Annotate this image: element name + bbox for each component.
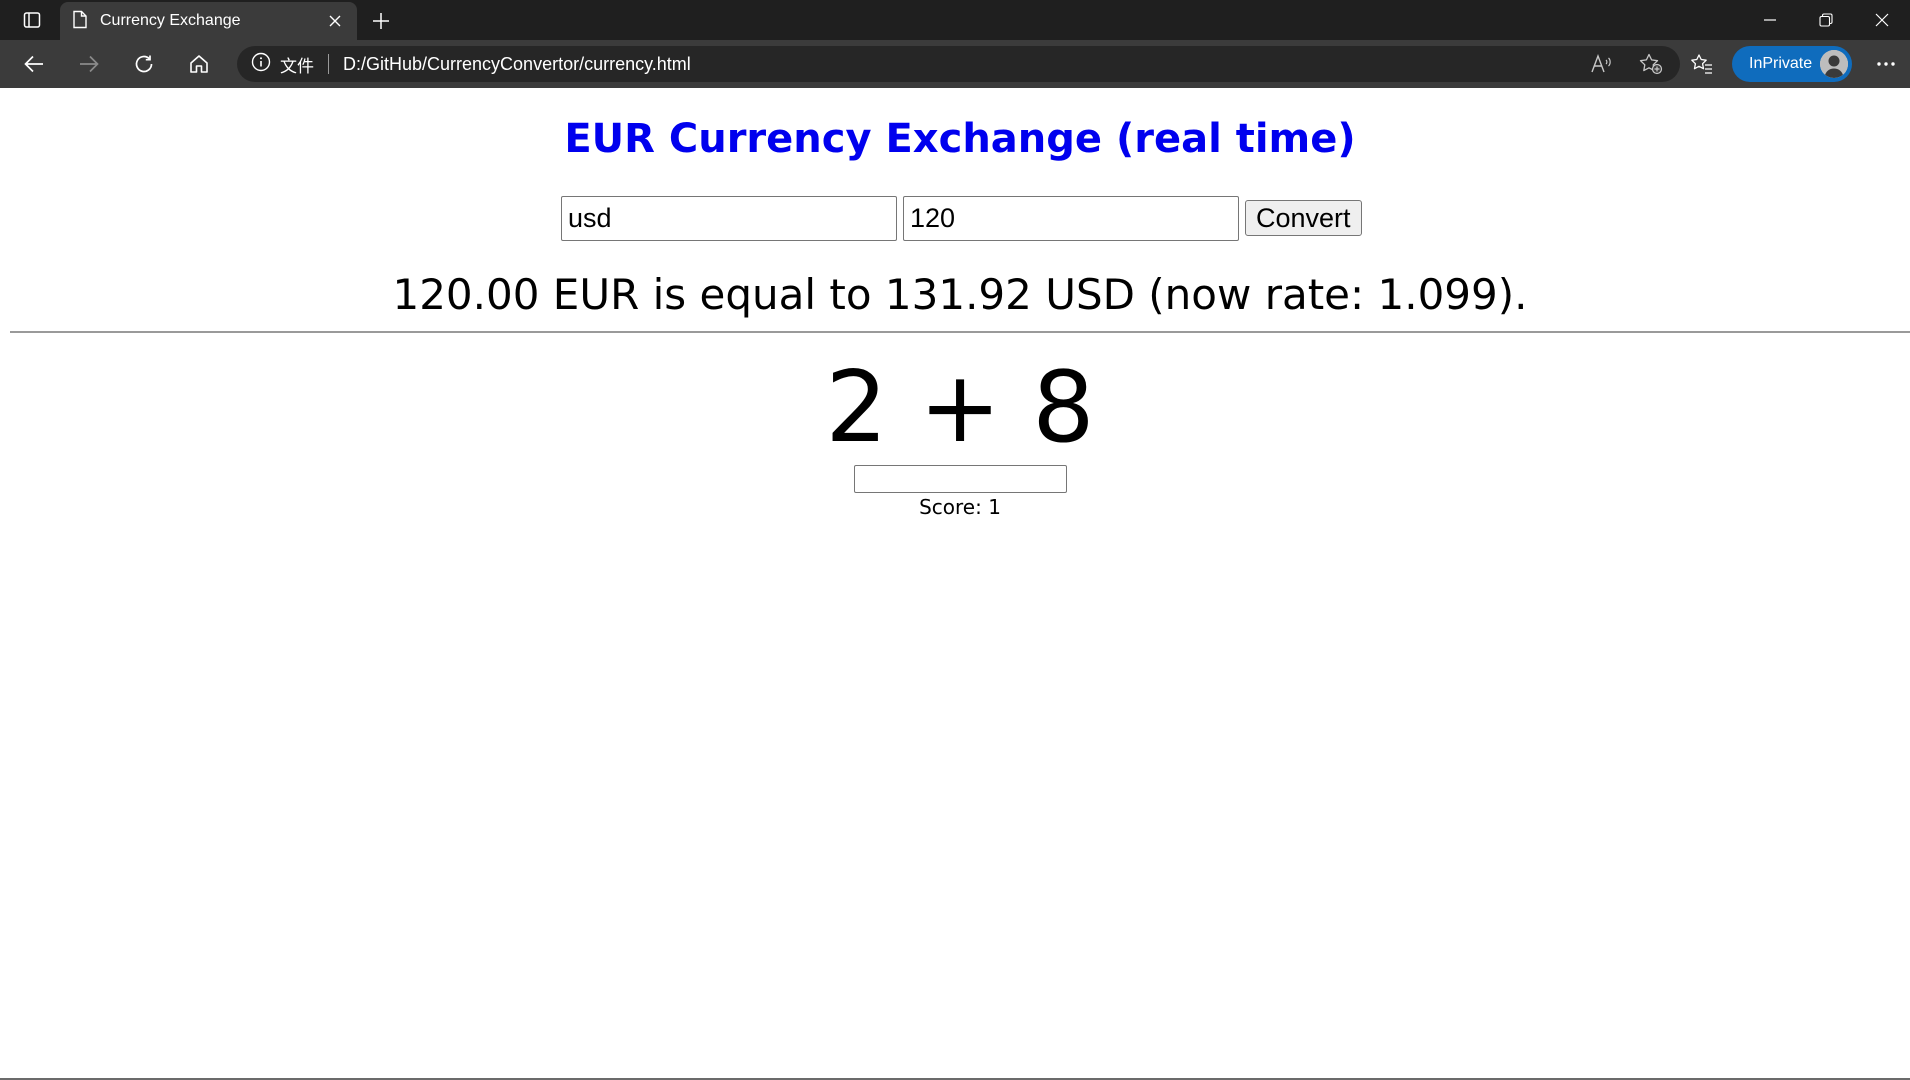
site-label: 文件: [280, 56, 314, 77]
math-left-operand: 2: [825, 351, 888, 465]
add-favorite-icon[interactable]: [1636, 49, 1666, 79]
math-right-operand: 8: [1032, 351, 1095, 465]
close-icon[interactable]: [321, 7, 349, 35]
currency-input[interactable]: [561, 195, 897, 241]
conversion-result: 120.00 EUR is equal to 131.92 USD (now r…: [392, 270, 1528, 319]
answer-input[interactable]: [854, 465, 1067, 493]
address-separator: [328, 54, 329, 74]
page-title: EUR Currency Exchange (real time): [564, 116, 1356, 162]
math-problem: 2 + 8: [0, 350, 1910, 468]
browser-tab[interactable]: Currency Exchange: [60, 2, 357, 40]
url-text[interactable]: D:/GitHub/CurrencyConvertor/currency.htm…: [343, 53, 691, 74]
converter-form: Convert: [561, 195, 1362, 241]
tab-actions-icon[interactable]: [14, 8, 50, 32]
home-icon[interactable]: [177, 44, 221, 84]
math-operator: +: [918, 351, 1002, 465]
window-controls: [1742, 0, 1910, 40]
divider: [10, 331, 1910, 333]
inprivate-button[interactable]: InPrivate: [1732, 46, 1852, 82]
browser-toolbar: 文件 D:/GitHub/CurrencyConvertor/currency.…: [0, 40, 1910, 88]
close-window-icon[interactable]: [1854, 0, 1910, 40]
tab-title: Currency Exchange: [100, 12, 241, 29]
favorites-icon[interactable]: [1682, 44, 1722, 84]
plus-icon[interactable]: [366, 6, 396, 36]
address-bar-icons: [1586, 46, 1666, 82]
window-bottom-edge: [0, 1078, 1910, 1080]
convert-button[interactable]: Convert: [1245, 200, 1362, 236]
page-icon: [72, 10, 88, 33]
more-icon[interactable]: [1866, 44, 1906, 84]
restore-icon[interactable]: [1798, 0, 1854, 40]
avatar: [1820, 50, 1848, 78]
address-bar[interactable]: 文件 D:/GitHub/CurrencyConvertor/currency.…: [237, 46, 1680, 82]
minimize-icon[interactable]: [1742, 0, 1798, 40]
back-arrow-icon[interactable]: [12, 44, 56, 84]
refresh-icon[interactable]: [122, 44, 166, 84]
read-aloud-icon[interactable]: [1586, 49, 1616, 79]
inprivate-label: InPrivate: [1749, 55, 1813, 72]
forward-arrow-icon[interactable]: [67, 44, 111, 84]
score-text: Score: 1: [919, 495, 1001, 519]
page-content: EUR Currency Exchange (real time) Conver…: [0, 88, 1910, 1080]
browser-tab-bar: Currency Exchange: [0, 0, 1910, 40]
site-info[interactable]: 文件: [251, 52, 314, 77]
info-icon: [251, 52, 271, 76]
amount-input[interactable]: [903, 195, 1239, 241]
